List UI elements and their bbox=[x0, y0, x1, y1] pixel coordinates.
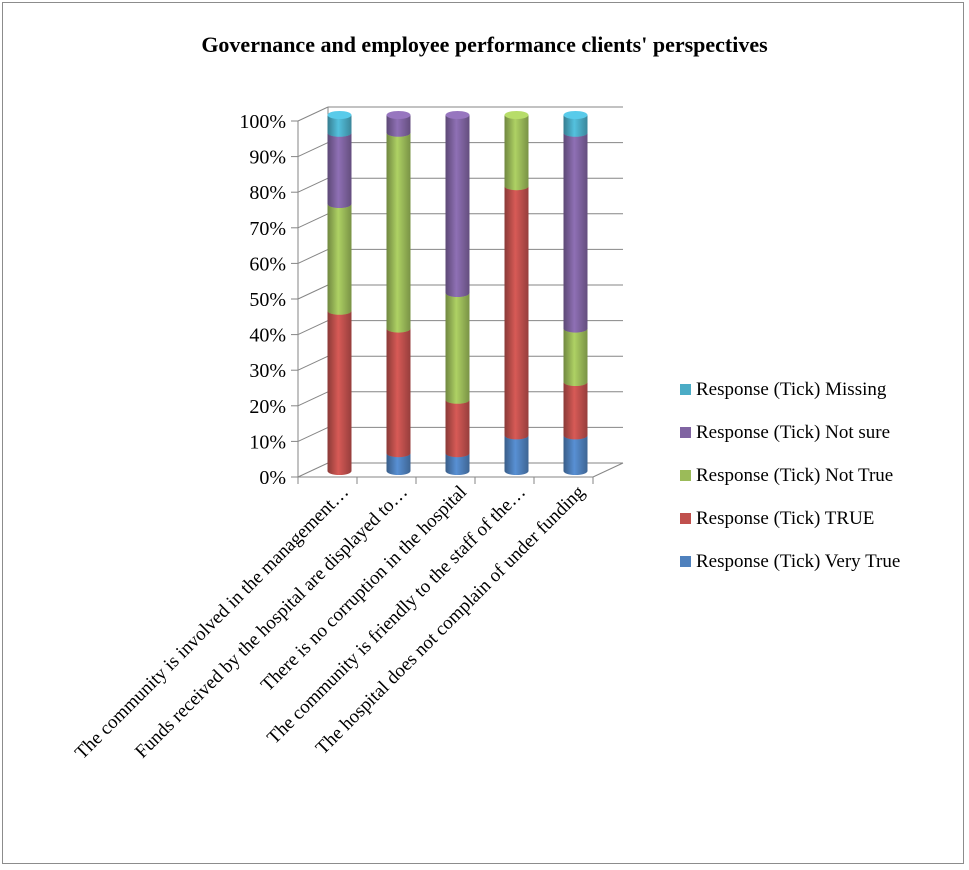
bar-segment bbox=[504, 186, 529, 440]
bar-stack bbox=[327, 111, 352, 475]
legend-item: Response (Tick) Not sure bbox=[680, 411, 900, 454]
bar-segment bbox=[386, 115, 411, 137]
bar-segment bbox=[327, 204, 352, 315]
bar-segment-cap bbox=[386, 111, 411, 119]
bar-stack bbox=[563, 111, 588, 475]
y-tick-label: 70% bbox=[249, 218, 286, 240]
bar-segment bbox=[327, 310, 352, 475]
bar-segment bbox=[386, 132, 411, 333]
chart-title: Governance and employee performance clie… bbox=[201, 32, 768, 57]
gridline-side bbox=[297, 106, 329, 122]
bar-stack bbox=[386, 111, 411, 475]
bar-segment-cap bbox=[563, 111, 588, 119]
bar-segment bbox=[445, 293, 470, 404]
bar-segment-cap bbox=[445, 111, 470, 119]
legend-label: Response (Tick) TRUE bbox=[696, 507, 875, 529]
legend-item: Response (Tick) Missing bbox=[680, 368, 900, 411]
legend-swatch bbox=[680, 384, 691, 395]
bar-segment bbox=[386, 453, 411, 475]
gridline-side bbox=[297, 426, 329, 442]
bar-stack bbox=[445, 111, 470, 475]
gridline-side bbox=[297, 177, 329, 193]
legend-label: Response (Tick) Not sure bbox=[696, 421, 891, 443]
bar-segment-cap bbox=[504, 111, 529, 119]
bar-segment bbox=[445, 399, 470, 458]
bar-segment bbox=[445, 115, 470, 297]
gridline-side bbox=[297, 142, 329, 158]
legend-swatch bbox=[680, 470, 691, 481]
x-tick-label: The hospital does not complain of under … bbox=[312, 481, 590, 759]
gridline-side bbox=[297, 462, 329, 478]
y-tick-label: 100% bbox=[239, 111, 286, 133]
bar-segment bbox=[445, 453, 470, 475]
bar-stack bbox=[504, 111, 529, 475]
bar-segment bbox=[563, 132, 588, 333]
legend-swatch bbox=[680, 556, 691, 567]
bar-segment bbox=[327, 132, 352, 208]
y-tick-label: 50% bbox=[249, 289, 286, 311]
gridline-side bbox=[297, 391, 329, 407]
legend-item: Response (Tick) Very True bbox=[680, 540, 900, 583]
gridline-side bbox=[297, 320, 329, 336]
legend-swatch bbox=[680, 513, 691, 524]
floor-edge bbox=[592, 462, 624, 478]
y-tick-label: 90% bbox=[249, 147, 286, 169]
x-tick-label: The community is involved in the managem… bbox=[71, 482, 353, 764]
gridline-side bbox=[297, 213, 329, 229]
y-tick-label: 30% bbox=[249, 360, 286, 382]
y-tick-label: 40% bbox=[249, 325, 286, 347]
y-tick-label: 80% bbox=[249, 182, 286, 204]
y-tick-label: 0% bbox=[259, 467, 286, 489]
legend-label: Response (Tick) Not True bbox=[696, 464, 894, 486]
legend-item: Response (Tick) TRUE bbox=[680, 497, 900, 540]
legend-item: Response (Tick) Not True bbox=[680, 454, 900, 497]
chart-legend: Response (Tick) Missing Response (Tick) N… bbox=[680, 368, 900, 583]
bar-segment bbox=[504, 435, 529, 475]
bar-segment bbox=[563, 115, 588, 137]
legend-label: Response (Tick) Very True bbox=[696, 550, 901, 572]
gridline-side bbox=[297, 248, 329, 264]
bar-segment bbox=[563, 382, 588, 440]
gridline-side bbox=[297, 355, 329, 371]
gridline-side bbox=[297, 284, 329, 300]
x-tick-label: Funds received by the hospital are displ… bbox=[131, 482, 412, 763]
bar-segment bbox=[563, 435, 588, 475]
bar-segment bbox=[504, 115, 529, 191]
bar-segment-cap bbox=[327, 111, 352, 119]
y-tick-label: 10% bbox=[249, 431, 286, 453]
legend-label: Response (Tick) Missing bbox=[696, 378, 887, 400]
bar-segment bbox=[327, 115, 352, 137]
bar-segment bbox=[386, 328, 411, 458]
bar-segment bbox=[563, 328, 588, 386]
y-tick-label: 20% bbox=[249, 396, 286, 418]
y-tick-label: 60% bbox=[249, 253, 286, 275]
legend-swatch bbox=[680, 427, 691, 438]
